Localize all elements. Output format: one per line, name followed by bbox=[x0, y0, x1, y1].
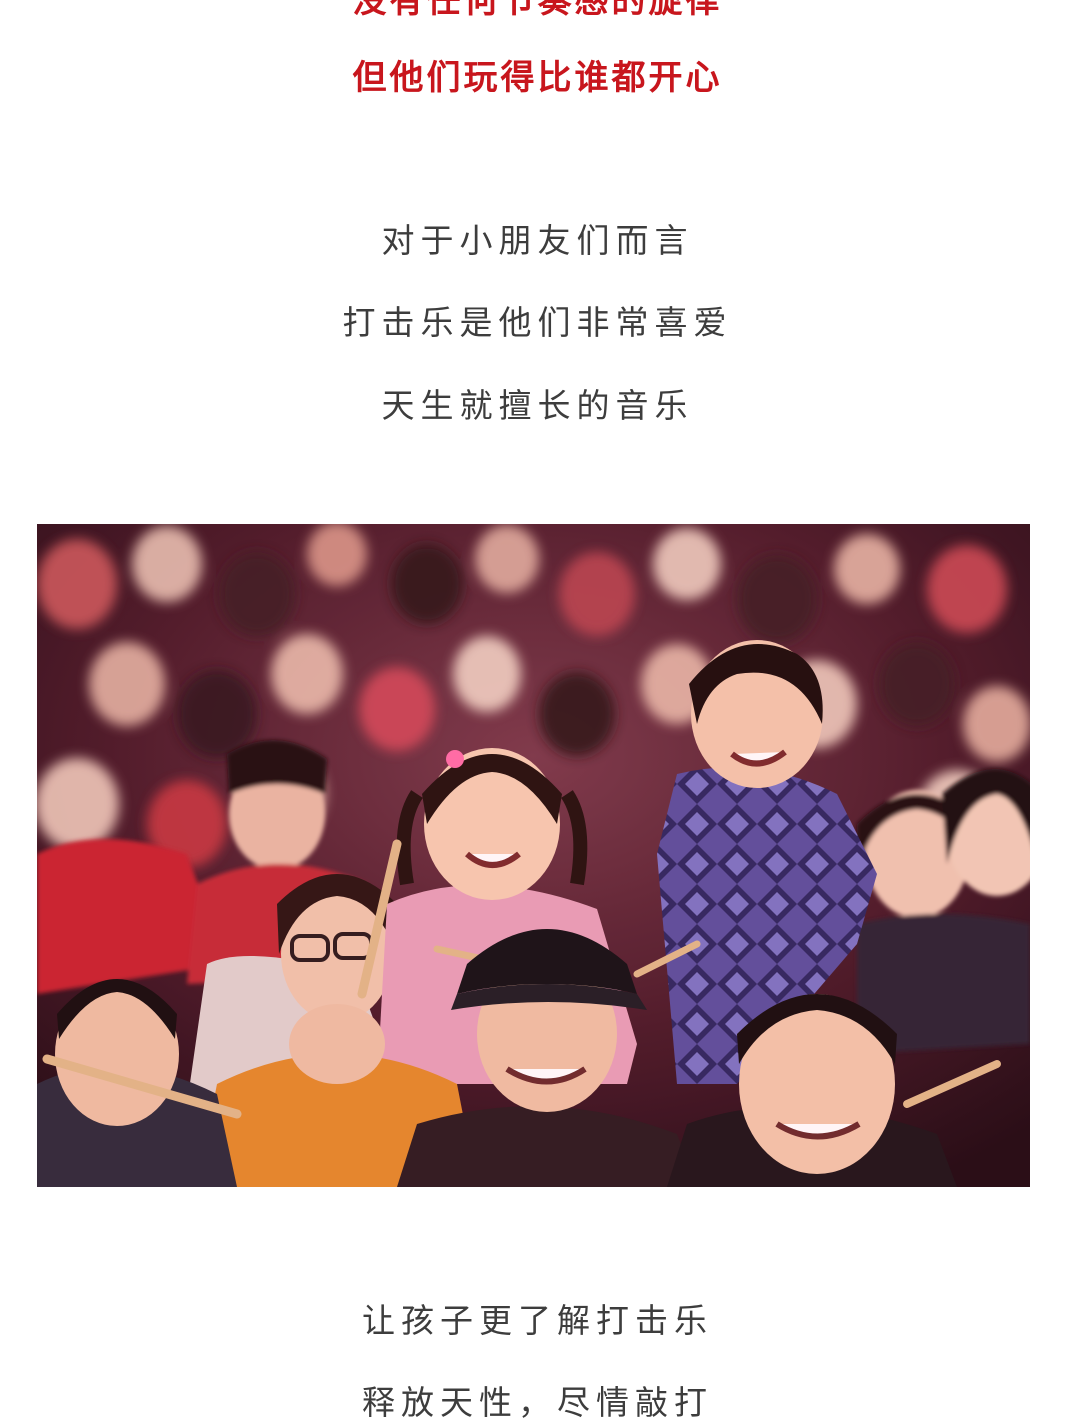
section1-line-3: 天生就擅长的音乐 bbox=[381, 386, 694, 425]
intro-line-2: 但他们玩得比谁都开心 bbox=[352, 58, 723, 98]
woman-with-black-cap bbox=[397, 929, 697, 1187]
concert-audience-illustration bbox=[37, 524, 1030, 1187]
section1-line-2: 打击乐是他们非常喜爱 bbox=[342, 303, 733, 342]
smiling-man bbox=[667, 994, 1001, 1187]
young-man-left bbox=[37, 979, 242, 1187]
boy-in-argyle-sweater bbox=[633, 640, 877, 1084]
section2-line-1: 让孩子更了解打击乐 bbox=[362, 1301, 713, 1340]
section1-line-1: 对于小朋友们而言 bbox=[381, 221, 694, 260]
woman-in-orange-sweater bbox=[197, 1004, 477, 1187]
concert-audience-photo bbox=[37, 524, 1030, 1187]
intro-line-1: 没有任何节奏感的旋律 bbox=[352, 0, 723, 21]
section2-line-2: 释放天性，尽情敲打 bbox=[362, 1383, 713, 1422]
